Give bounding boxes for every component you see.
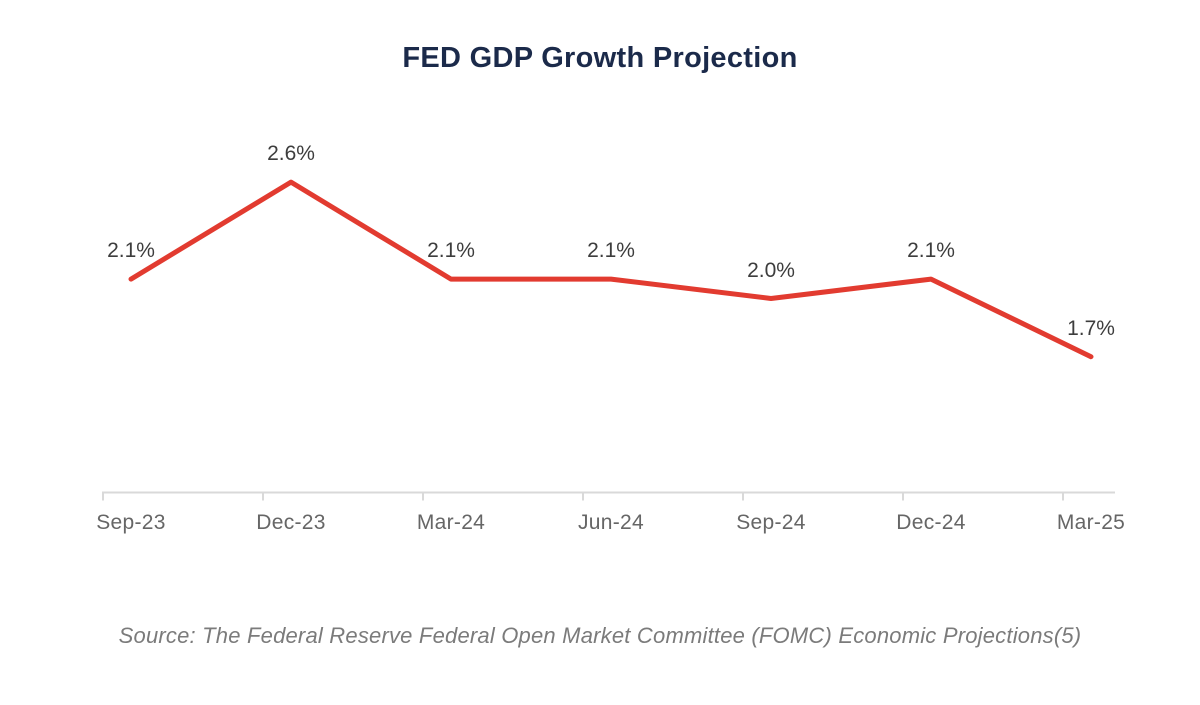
data-point-label: 2.6% — [267, 142, 315, 166]
source-note: Source: The Federal Reserve Federal Open… — [118, 623, 1082, 648]
x-axis-tick-label: Dec-23 — [256, 511, 326, 534]
data-point-label: 2.1% — [907, 239, 955, 263]
data-point-label: 2.1% — [107, 239, 155, 263]
data-point-label: 2.0% — [747, 258, 795, 282]
x-axis-tick-label: Dec-24 — [896, 511, 966, 534]
data-point-label: 2.1% — [427, 239, 475, 263]
trend-line — [128, 179, 1094, 360]
data-point-label: 1.7% — [1067, 316, 1115, 340]
x-axis-tick-label: Mar-24 — [416, 511, 486, 534]
x-axis-tick-label: Mar-25 — [1056, 511, 1126, 534]
x-axis-tick-label: Sep-23 — [96, 511, 166, 534]
data-point-label: 2.1% — [587, 239, 635, 263]
x-axis-tick-label: Jun-24 — [577, 511, 645, 534]
x-axis-tick-label: Sep-24 — [736, 511, 806, 534]
chart-title: FED GDP Growth Projection — [402, 42, 798, 74]
